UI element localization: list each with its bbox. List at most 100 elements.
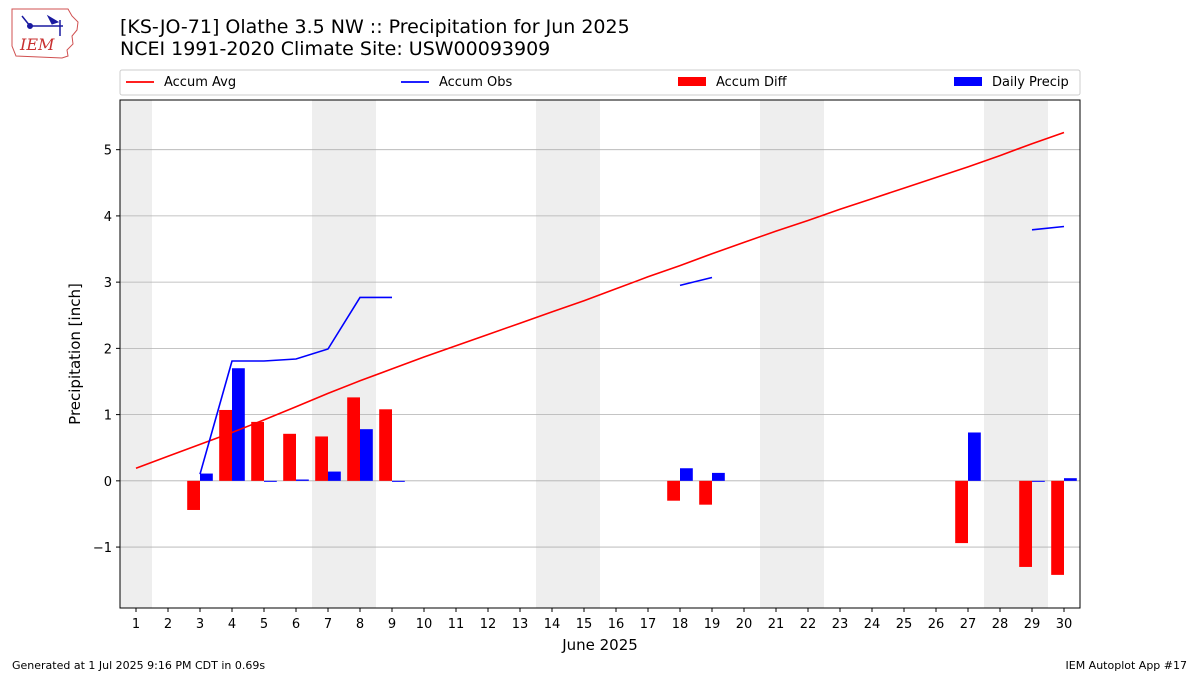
x-tick-label-13: 13 bbox=[512, 617, 529, 632]
title-line-2: NCEI 1991-2020 Climate Site: USW00093909 bbox=[120, 38, 551, 60]
x-tick-label-29: 29 bbox=[1024, 617, 1041, 632]
x-tick-label-27: 27 bbox=[960, 617, 977, 632]
x-tick-label-16: 16 bbox=[608, 617, 625, 632]
x-tick-label-24: 24 bbox=[864, 617, 881, 632]
weekend-shade-day-7 bbox=[312, 100, 344, 608]
x-tick-label-18: 18 bbox=[672, 617, 689, 632]
legend-label-daily-precip: Daily Precip bbox=[992, 75, 1069, 90]
x-tick-label-11: 11 bbox=[448, 617, 465, 632]
x-tick-label-20: 20 bbox=[736, 617, 753, 632]
x-tick-label-23: 23 bbox=[832, 617, 849, 632]
accum-obs-line-segment-0 bbox=[199, 296, 392, 475]
weather-station-icon bbox=[21, 14, 63, 36]
accum-obs-line-segment-1 bbox=[679, 276, 713, 287]
accum-diff-bar-day-27 bbox=[955, 480, 968, 544]
y-tick-label-1: 1 bbox=[104, 409, 112, 424]
x-tick-label-1: 1 bbox=[132, 617, 140, 632]
iowa-map-icon bbox=[11, 8, 79, 59]
generated-timestamp: Generated at 1 Jul 2025 9:16 PM CDT in 0… bbox=[12, 659, 266, 672]
x-tick-label-4: 4 bbox=[228, 617, 236, 632]
daily-precip-bar-day-29 bbox=[1032, 480, 1045, 482]
daily-precip-bar-day-27 bbox=[968, 432, 981, 481]
x-tick-label-19: 19 bbox=[704, 617, 721, 632]
plot-frame bbox=[119, 99, 1081, 609]
accum-diff-bar-day-29 bbox=[1019, 480, 1032, 567]
x-tick-label-5: 5 bbox=[260, 617, 268, 632]
y-gridlines bbox=[120, 149, 1080, 548]
daily-precip-bar-day-6 bbox=[296, 479, 309, 481]
accum-diff-bar-day-9 bbox=[379, 409, 392, 481]
legend-swatch-accum-diff bbox=[678, 77, 706, 86]
title-line-1: [KS-JO-71] Olathe 3.5 NW :: Precipitatio… bbox=[120, 16, 630, 38]
y-tick-label-0: 0 bbox=[104, 475, 112, 490]
y-tick-label-5: 5 bbox=[104, 144, 112, 159]
x-ticks: 1 2 3 4 5 6 7 8 9 10 11 12 13 14 15 16 17 18 19 20 21 22 23 24 2… bbox=[132, 608, 1072, 632]
accum-diff-bar-day-30 bbox=[1051, 480, 1064, 575]
weekend-shade-day-1 bbox=[120, 100, 152, 608]
weekend-shading bbox=[120, 100, 1048, 608]
x-tick-label-7: 7 bbox=[324, 617, 332, 632]
weekend-shade-day-28 bbox=[984, 100, 1016, 608]
accum-diff-bar-day-6 bbox=[283, 433, 296, 481]
x-tick-label-2: 2 bbox=[164, 617, 172, 632]
legend-label-accum-avg: Accum Avg bbox=[164, 75, 236, 90]
accum-avg-line-segment-0 bbox=[135, 131, 1065, 470]
accum-diff-bar-day-5 bbox=[251, 421, 264, 481]
weekend-shade-day-8 bbox=[344, 100, 376, 608]
accum-diff-bar-day-4 bbox=[219, 409, 232, 481]
x-tick-label-15: 15 bbox=[576, 617, 593, 632]
accum-diff-bar-day-3 bbox=[187, 480, 200, 510]
x-tick-label-10: 10 bbox=[416, 617, 433, 632]
daily-precip-bar-day-30 bbox=[1064, 478, 1077, 481]
weekend-shade-day-14 bbox=[536, 100, 568, 608]
daily-precip-bar-day-18 bbox=[680, 468, 693, 481]
accum-diff-bar-day-8 bbox=[347, 397, 360, 481]
x-tick-label-8: 8 bbox=[356, 617, 364, 632]
x-tick-label-22: 22 bbox=[800, 617, 817, 632]
accum-obs-line-segment-2 bbox=[1031, 225, 1065, 231]
daily-precip-bar-day-8 bbox=[360, 429, 373, 481]
weekend-shade-day-22 bbox=[792, 100, 824, 608]
daily-precip-bar-day-9 bbox=[392, 480, 405, 482]
x-tick-label-30: 30 bbox=[1056, 617, 1073, 632]
y-ticks: −1 0 1 2 3 4 5 bbox=[93, 144, 120, 556]
legend-swatch-daily-precip bbox=[954, 77, 982, 86]
daily-precip-bar-day-4 bbox=[232, 368, 245, 481]
daily-precip-bar-day-7 bbox=[328, 471, 341, 481]
legend-box bbox=[119, 69, 1081, 96]
accum-diff-bar-day-7 bbox=[315, 436, 328, 481]
weekend-shade-day-15 bbox=[568, 100, 600, 608]
x-tick-label-12: 12 bbox=[480, 617, 497, 632]
y-tick-label-2: 2 bbox=[104, 342, 112, 357]
logo-text: IEM bbox=[19, 35, 55, 54]
accum-diff-bar-day-18 bbox=[667, 480, 680, 501]
y-axis-label: Precipitation [inch] bbox=[66, 283, 84, 425]
weekend-shade-day-21 bbox=[760, 100, 792, 608]
chart-title: [KS-JO-71] Olathe 3.5 NW :: Precipitatio… bbox=[120, 16, 630, 60]
y-tick-label-4: 4 bbox=[104, 210, 112, 225]
x-tick-label-14: 14 bbox=[544, 617, 561, 632]
legend: Accum Avg Accum Obs Accum Diff Daily Precip bbox=[119, 69, 1081, 96]
iem-logo: IEM bbox=[11, 8, 79, 59]
accum-diff-bar-day-19 bbox=[699, 480, 712, 505]
x-tick-label-6: 6 bbox=[292, 617, 300, 632]
daily-precip-bar-day-5 bbox=[264, 480, 277, 482]
x-tick-label-21: 21 bbox=[768, 617, 785, 632]
x-tick-label-28: 28 bbox=[992, 617, 1009, 632]
x-tick-label-25: 25 bbox=[896, 617, 913, 632]
daily-precip-bar-day-19 bbox=[712, 472, 725, 481]
x-tick-label-17: 17 bbox=[640, 617, 657, 632]
app-credit: IEM Autoplot App #17 bbox=[1065, 659, 1188, 672]
legend-label-accum-obs: Accum Obs bbox=[439, 75, 512, 90]
x-tick-label-3: 3 bbox=[196, 617, 204, 632]
y-tick-label-3: 3 bbox=[104, 276, 112, 291]
legend-label-accum-diff: Accum Diff bbox=[716, 75, 788, 90]
x-tick-label-9: 9 bbox=[388, 617, 396, 632]
y-tick-label--1: −1 bbox=[93, 541, 112, 556]
bars bbox=[187, 368, 1077, 575]
daily-precip-bar-day-3 bbox=[200, 473, 213, 481]
x-tick-label-26: 26 bbox=[928, 617, 945, 632]
lines bbox=[135, 131, 1065, 475]
x-axis-label: June 2025 bbox=[561, 636, 638, 654]
